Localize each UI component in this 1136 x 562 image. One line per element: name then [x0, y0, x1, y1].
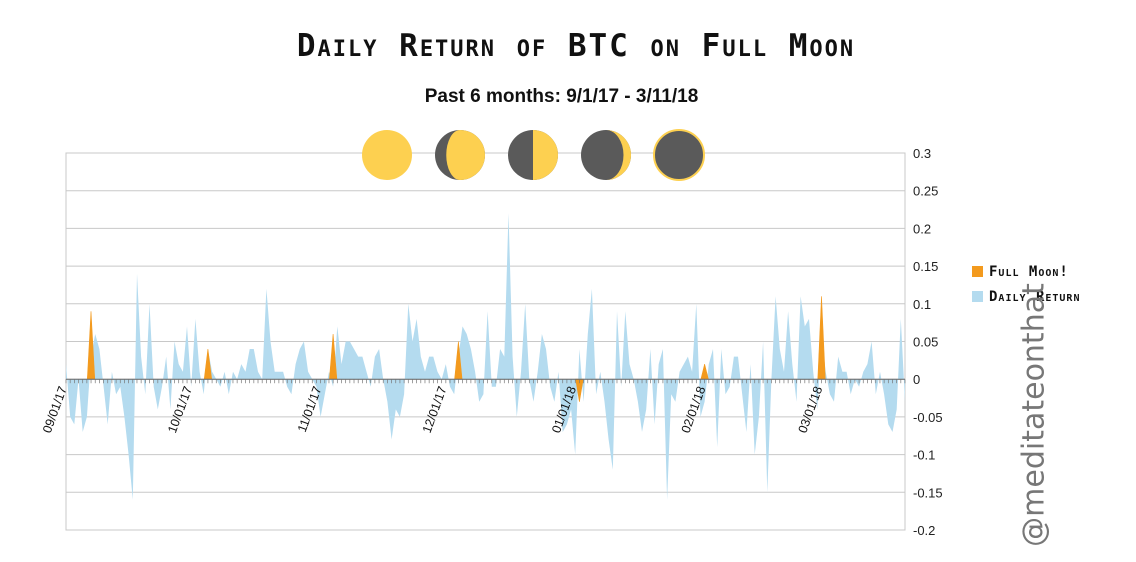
y-tick-label: 0.05 [913, 335, 938, 350]
y-tick-label: 0 [913, 372, 920, 387]
full-moon-icon [362, 130, 412, 180]
legend-label-daily-return: Daily Return [989, 288, 1081, 305]
watermark: @meditateonthat [1016, 283, 1052, 547]
legend-swatch-daily-return [972, 291, 983, 302]
moon-dark-disc [581, 130, 631, 180]
moon-lit-part [606, 130, 631, 180]
legend-label-full-moon: Full Moon! [989, 263, 1069, 280]
y-tick-label: 0.1 [913, 297, 931, 312]
moon-lit-part [446, 130, 485, 180]
y-tick-label: -0.05 [913, 410, 943, 425]
moon-phase-icons [362, 129, 705, 181]
y-tick-label: 0.3 [913, 146, 931, 161]
new-moon-icon [653, 129, 705, 181]
waning-crescent-icon [581, 130, 631, 180]
last-quarter-icon [508, 130, 558, 180]
moon-lit-part [533, 130, 558, 180]
x-tick-label: 09/01/17 [40, 384, 70, 435]
daily-return-area [66, 213, 905, 500]
x-tick-label: 12/01/17 [420, 384, 450, 435]
y-tick-label: -0.2 [913, 523, 935, 538]
moon-light-disc [362, 130, 412, 180]
x-tick-label: 02/01/18 [679, 384, 709, 435]
legend: Full Moon! Daily Return [972, 259, 1080, 309]
legend-item-full-moon: Full Moon! [972, 259, 1080, 284]
full-moon-point [817, 296, 826, 380]
full-moon-point [700, 364, 709, 380]
y-tick-label: 0.2 [913, 221, 931, 236]
chart-subtitle: Past 6 months: 9/1/17 - 3/11/18 [424, 86, 699, 107]
waning-gibbous-icon [435, 130, 485, 180]
y-tick-label: 0.15 [913, 259, 938, 274]
y-tick-label: -0.1 [913, 448, 935, 463]
chart-title: Daily Return of BTC on Full Moon [296, 28, 856, 64]
legend-swatch-full-moon [972, 266, 983, 277]
moon-dark-disc [653, 129, 705, 181]
x-tick-label: 03/01/18 [796, 384, 826, 435]
y-tick-label: 0.25 [913, 184, 938, 199]
y-tick-label: -0.15 [913, 485, 943, 500]
legend-item-daily-return: Daily Return [972, 284, 1080, 309]
series [66, 213, 905, 500]
